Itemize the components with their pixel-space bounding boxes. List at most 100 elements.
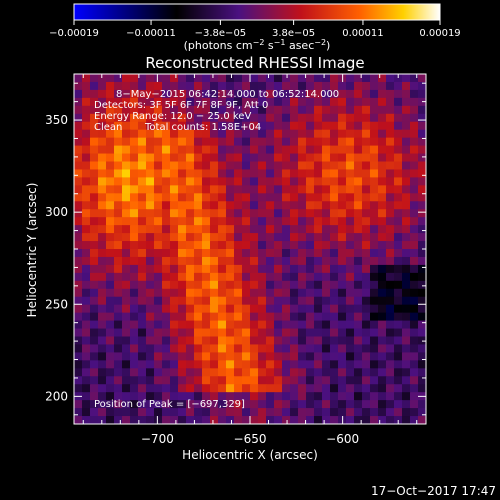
heatmap-cell [114,129,123,139]
heatmap-cell [394,241,403,250]
heatmap-cell [402,233,411,242]
heatmap-cell [322,225,331,234]
heatmap-cell [354,121,363,131]
heatmap-cell [106,193,115,202]
heatmap-cell [122,352,131,361]
heatmap-cell [178,185,187,194]
heatmap-cell [218,320,227,330]
heatmap-cell [130,113,139,123]
heatmap-cell [418,169,426,179]
heatmap-cell [242,400,251,409]
chart-title: Reconstructed RHESSI Image [145,54,364,72]
heatmap-cell [322,129,331,139]
heatmap-cell [242,392,251,401]
heatmap-cell [186,400,195,409]
heatmap-cell [370,256,379,266]
heatmap-cell [306,296,315,306]
heatmap-cell [258,416,267,424]
heatmap-cell [354,153,363,163]
heatmap-cell [178,137,187,147]
heatmap-cell [282,288,291,298]
heatmap-cell [386,217,395,226]
heatmap-cell [162,416,171,424]
heatmap-cell [202,272,211,282]
heatmap-cell [354,185,363,194]
heatmap-cell [330,376,339,385]
heatmap-cell [114,81,123,91]
heatmap-cell [82,344,91,354]
heatmap-cell [194,89,203,99]
heatmap-cell [322,89,331,99]
heatmap-cell [130,320,139,330]
heatmap-cell [354,256,363,266]
heatmap-cell [410,256,419,266]
heatmap-cell [98,81,107,91]
heatmap-cell [162,145,171,155]
heatmap-cell [74,304,83,314]
heatmap-cell [338,296,347,306]
heatmap-cell [394,225,403,234]
heatmap-cell [170,272,179,282]
heatmap-cell [74,288,83,298]
heatmap-cell [306,74,315,83]
heatmap-cell [82,272,91,282]
heatmap-cell [330,304,339,314]
heatmap-cell [378,360,387,369]
heatmap-cell [314,280,323,290]
heatmap-cell [306,384,315,393]
heatmap-cell [242,185,251,194]
heatmap-cell [74,161,83,171]
heatmap-cell [170,352,179,361]
heatmap-cell [98,352,107,361]
heatmap-cell [106,392,115,401]
heatmap-cell [378,344,387,354]
heatmap-cell [330,177,339,186]
heatmap-cell [258,249,267,258]
heatmap-cell [82,121,91,131]
heatmap-cell [314,161,323,171]
heatmap-cell [226,185,235,194]
heatmap-cell [338,97,347,107]
heatmap-cell [314,201,323,210]
heatmap-cell [130,225,139,234]
heatmap-cell [402,193,411,202]
heatmap-cell [234,280,243,290]
heatmap-cell [394,280,403,290]
heatmap-cell [306,97,315,107]
heatmap-cell [362,89,371,99]
heatmap-cell [146,304,155,314]
heatmap-cell [74,137,83,147]
heatmap-cell [258,137,267,147]
heatmap-cell [226,233,235,242]
heatmap-cell [290,320,299,330]
heatmap-cell [338,241,347,250]
heatmap-cell [314,288,323,298]
heatmap-cell [250,256,259,266]
heatmap-cell [194,169,203,179]
heatmap-cell [322,233,331,242]
heatmap-cell [234,105,243,115]
annotation-method: Clean [94,122,122,133]
heatmap-cell [122,256,131,266]
heatmap-cell [290,249,299,258]
heatmap-cell [106,241,115,250]
heatmap-cell [274,416,283,424]
heatmap-cell [370,288,379,298]
heatmap-cell [114,89,123,99]
heatmap-cell [226,280,235,290]
heatmap-cell [178,74,187,83]
heatmap-cell [338,408,347,417]
heatmap-cell [226,89,235,99]
heatmap-cell [226,177,235,186]
heatmap-cell [194,81,203,91]
heatmap-cell [338,360,347,369]
heatmap-cell [74,217,83,226]
heatmap-cell [242,328,251,338]
heatmap-cell [194,272,203,282]
heatmap-cell [306,137,315,147]
heatmap-cell [282,256,291,266]
heatmap-cell [354,408,363,417]
heatmap-cell [90,177,99,186]
heatmap-cell [314,233,323,242]
heatmap-cell [186,408,195,417]
